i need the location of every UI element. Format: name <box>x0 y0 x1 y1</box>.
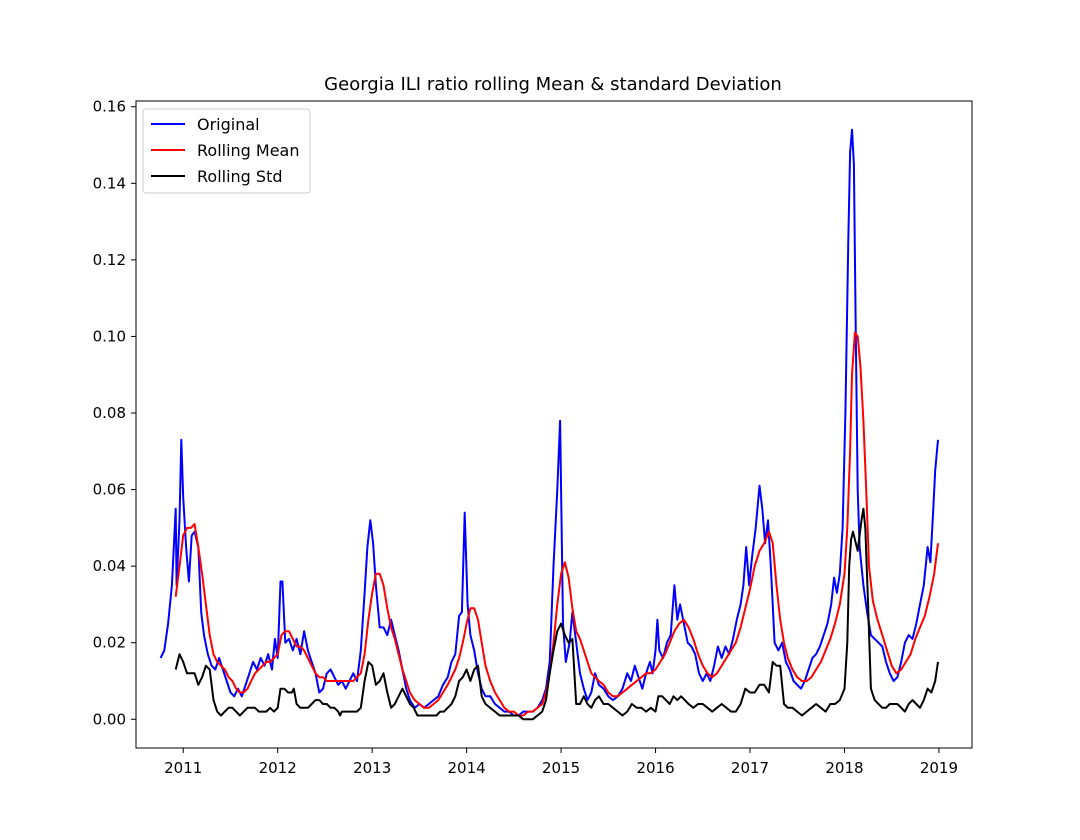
y-tick-label: 0.06 <box>93 481 126 499</box>
y-tick-label: 0.12 <box>93 251 126 269</box>
series-line-original <box>159 128 939 717</box>
legend: Original Rolling Mean Rolling Std <box>142 108 311 194</box>
y-tick-label: 0.16 <box>93 98 126 116</box>
x-tick-label: 2017 <box>731 759 769 777</box>
axes-frame <box>135 100 973 749</box>
legend-label: Rolling Std <box>197 167 283 186</box>
x-tick-label: 2012 <box>259 759 297 777</box>
y-axis: 0.00 0.02 0.04 0.06 0.08 0.10 0.12 0.14 0.16 <box>93 98 136 728</box>
y-tick-label: 0.00 <box>93 710 126 728</box>
series-line-rolling-std <box>174 507 939 721</box>
x-tick-label: 2018 <box>825 759 863 777</box>
plot-area <box>135 100 973 749</box>
x-tick-label: 2016 <box>636 759 674 777</box>
x-axis: 2011 2012 2013 2014 2015 2016 2017 2018 2019 <box>164 748 958 777</box>
x-tick-label: 2014 <box>448 759 486 777</box>
chart-title: Georgia ILI ratio rolling Mean & standar… <box>324 74 782 95</box>
legend-box <box>142 108 311 194</box>
x-tick-label: 2015 <box>542 759 580 777</box>
y-tick-label: 0.04 <box>93 557 126 575</box>
legend-label: Rolling Mean <box>197 141 300 160</box>
y-tick-label: 0.14 <box>93 174 126 192</box>
y-tick-label: 0.10 <box>93 327 126 345</box>
y-tick-label: 0.02 <box>93 634 126 652</box>
x-tick-label: 2019 <box>920 759 958 777</box>
x-tick-label: 2011 <box>164 759 202 777</box>
y-tick-label: 0.08 <box>93 404 126 422</box>
series-line-rolling-mean <box>174 331 939 717</box>
legend-label: Original <box>197 115 260 134</box>
x-tick-label: 2013 <box>353 759 391 777</box>
